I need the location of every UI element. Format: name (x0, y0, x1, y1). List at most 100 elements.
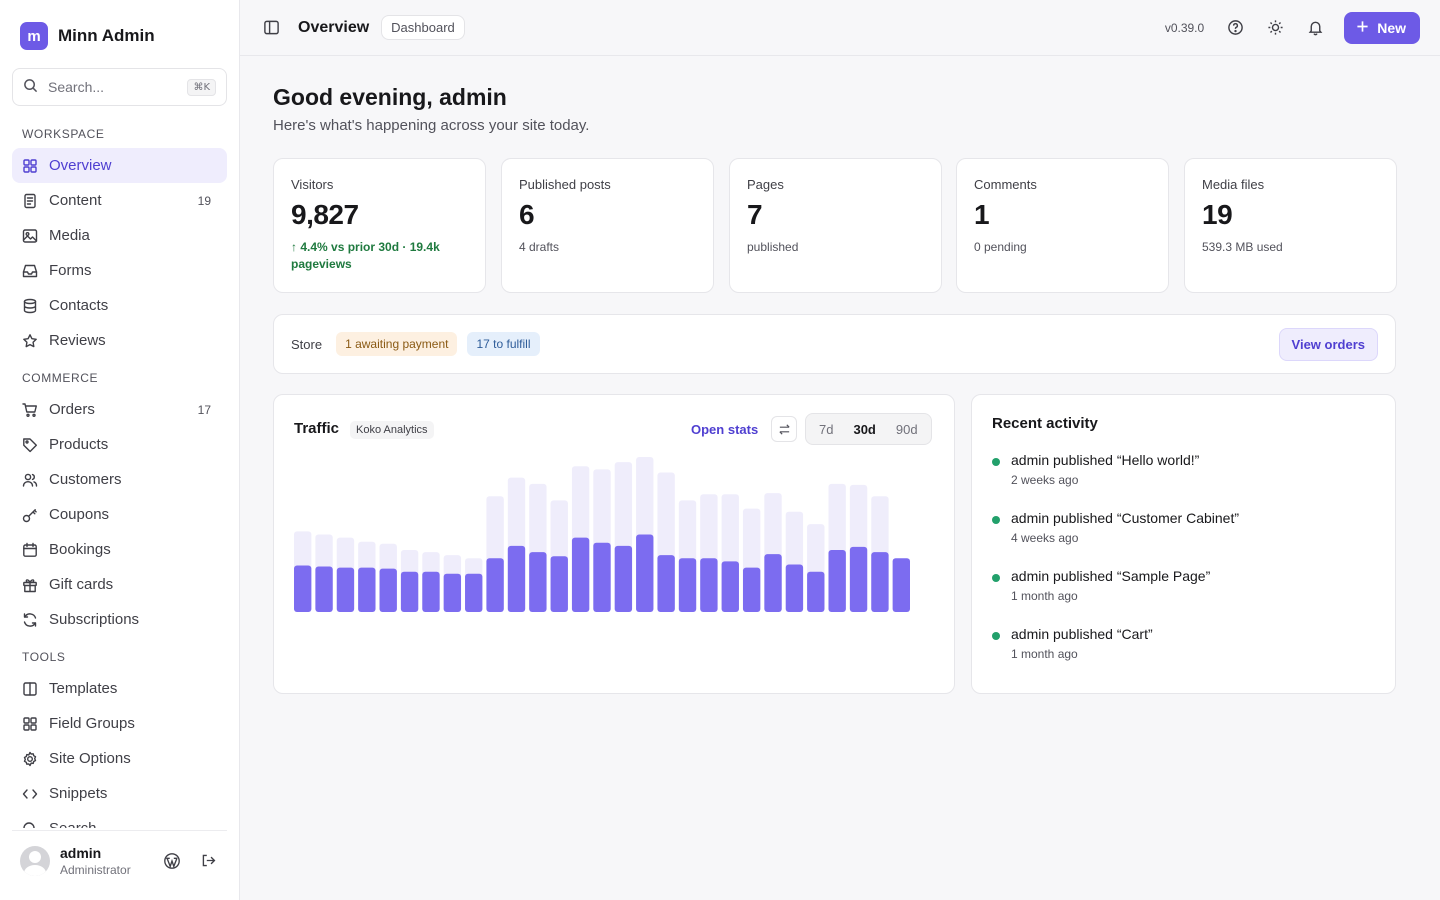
chart-bar-visitors[interactable] (571, 537, 590, 612)
sidebar-item-label: Subscriptions (49, 611, 140, 628)
sidebar-item-forms[interactable]: Forms (12, 253, 227, 288)
awaiting-payment-badge[interactable]: 1 awaiting payment (336, 332, 458, 356)
sidebar-item-overview[interactable]: Overview (12, 148, 227, 183)
chart-bar-visitors[interactable] (742, 567, 761, 612)
sidebar-item-coupons[interactable]: Coupons (12, 497, 227, 532)
chart-bar-visitors[interactable] (507, 545, 526, 612)
chart-bar-visitors[interactable] (849, 546, 868, 612)
chart-bar-visitors[interactable] (358, 567, 376, 612)
activity-item[interactable]: admin published “Sample Page” 1 month ago (992, 568, 1375, 626)
search-input[interactable]: Search... ⌘K (12, 68, 227, 106)
stat-value: 19 (1202, 199, 1233, 230)
sidebar-item-label: Orders (49, 401, 95, 418)
chart-bar-visitors[interactable] (400, 571, 419, 612)
chart-bar-visitors[interactable] (315, 566, 333, 612)
sidebar-item-snippets[interactable]: Snippets (12, 776, 227, 811)
status-dot (992, 516, 1000, 524)
sidebar-item-contacts[interactable]: Contacts (12, 288, 227, 323)
sidebar-item-field-groups[interactable]: Field Groups (12, 706, 227, 741)
chart-bar-visitors[interactable] (529, 552, 547, 612)
bell-icon[interactable] (1304, 17, 1326, 39)
activity-time: 2 weeks ago (1011, 473, 1079, 487)
stat-card-comments[interactable]: Comments 1 0 pending (956, 158, 1169, 293)
chart-bar-visitors[interactable] (807, 571, 825, 612)
key-icon (22, 507, 38, 523)
new-button[interactable]: New (1344, 11, 1420, 44)
brand-name: Minn Admin (58, 26, 155, 45)
chart-bar-visitors[interactable] (678, 558, 697, 612)
activity-time: 1 month ago (1011, 589, 1078, 603)
sidebar-item-content[interactable]: Content 19 (12, 183, 227, 218)
chart-bar-visitors[interactable] (379, 568, 397, 612)
stat-card-media-files[interactable]: Media files 19 539.3 MB used (1184, 158, 1397, 293)
stat-card-pages[interactable]: Pages 7 published (729, 158, 942, 293)
chart-bar-visitors[interactable] (892, 558, 910, 612)
refresh-icon (22, 612, 38, 628)
chart-bar-visitors[interactable] (871, 552, 889, 612)
sidebar-item-label: Templates (49, 680, 118, 697)
brand[interactable]: m Minn Admin (20, 22, 155, 50)
chart-bar-visitors[interactable] (593, 542, 611, 612)
chart-bar-visitors[interactable] (550, 556, 568, 612)
inbox-icon (22, 263, 38, 279)
status-dot (992, 458, 1000, 466)
logout-icon[interactable] (197, 850, 219, 872)
chart-bar-visitors[interactable] (486, 558, 504, 612)
sidebar-item-orders[interactable]: Orders 17 (12, 392, 227, 427)
sidebar-item-customers[interactable]: Customers (12, 462, 227, 497)
chart-bar-visitors[interactable] (614, 545, 633, 612)
chart-bar-visitors[interactable] (336, 567, 355, 612)
chart-bar-visitors[interactable] (657, 555, 675, 612)
range-option-90d[interactable]: 90d (895, 421, 918, 437)
swap-icon[interactable] (771, 416, 797, 442)
chart-bar-visitors[interactable] (828, 550, 846, 612)
range-option-30d[interactable]: 30d (843, 416, 886, 442)
sidebar-item-templates[interactable]: Templates (12, 671, 227, 706)
chart-bar-visitors[interactable] (422, 571, 440, 612)
chart-bar-visitors[interactable] (721, 561, 739, 612)
sidebar: m Minn Admin Search... ⌘K WORKSPACE Overv… (0, 0, 240, 900)
stat-note: ↑ 4.4% vs prior 30d · 19.4k pageviews (291, 240, 440, 271)
sidebar-item-bookings[interactable]: Bookings (12, 532, 227, 567)
sidebar-item-media[interactable]: Media (12, 218, 227, 253)
sidebar-item-search[interactable]: Search (12, 811, 227, 828)
breadcrumb[interactable]: Dashboard (381, 15, 465, 40)
chart-bar-visitors[interactable] (465, 573, 483, 612)
activity-item[interactable]: admin published “Cart” 1 month ago (992, 626, 1375, 684)
sidebar-toggle-icon[interactable] (260, 17, 282, 39)
help-icon[interactable] (1224, 17, 1246, 39)
sidebar-item-label: Overview (49, 157, 112, 174)
chart-bar-visitors[interactable] (764, 554, 782, 612)
stat-note: 0 pending (974, 240, 1027, 254)
sidebar-item-label: Customers (49, 471, 122, 488)
activity-item[interactable]: admin published “Customer Cabinet” 4 week… (992, 510, 1375, 568)
stat-card-visitors[interactable]: Visitors 9,827 ↑ 4.4% vs prior 30d · 19.4k… (273, 158, 486, 293)
columns-icon (22, 681, 38, 697)
gear-icon (22, 751, 38, 767)
activity-text: admin published “Customer Cabinet” (1011, 510, 1239, 526)
chart-bar-visitors[interactable] (294, 565, 312, 613)
chart-bar-visitors[interactable] (785, 564, 804, 612)
sidebar-item-reviews[interactable]: Reviews (12, 323, 227, 358)
chart-bar-visitors[interactable] (636, 534, 654, 613)
avatar[interactable] (20, 845, 50, 876)
chart-bar-visitors[interactable] (443, 573, 462, 612)
to-fulfill-badge[interactable]: 17 to fulfill (467, 332, 540, 356)
open-stats-link[interactable]: Open stats (691, 422, 759, 437)
sidebar-item-products[interactable]: Products (12, 427, 227, 462)
nav-section-title: TOOLS (22, 650, 66, 664)
chart-bar-visitors[interactable] (700, 558, 718, 612)
calendar-icon (22, 542, 38, 558)
sun-icon[interactable] (1264, 17, 1286, 39)
users-icon (22, 472, 38, 488)
sidebar-item-subscriptions[interactable]: Subscriptions (12, 602, 227, 637)
range-option-7d[interactable]: 7d (819, 421, 834, 437)
sidebar-item-gift-cards[interactable]: Gift cards (12, 567, 227, 602)
activity-item[interactable]: admin published “Hello world!” 2 weeks ag… (992, 452, 1375, 510)
stat-value: 1 (974, 199, 990, 230)
view-orders-button[interactable]: View orders (1278, 327, 1378, 361)
stat-card-published-posts[interactable]: Published posts 6 4 drafts (501, 158, 714, 293)
version-label: v0.39.0 (1164, 20, 1205, 35)
sidebar-item-site-options[interactable]: Site Options (12, 741, 227, 776)
wordpress-icon[interactable] (161, 850, 183, 872)
